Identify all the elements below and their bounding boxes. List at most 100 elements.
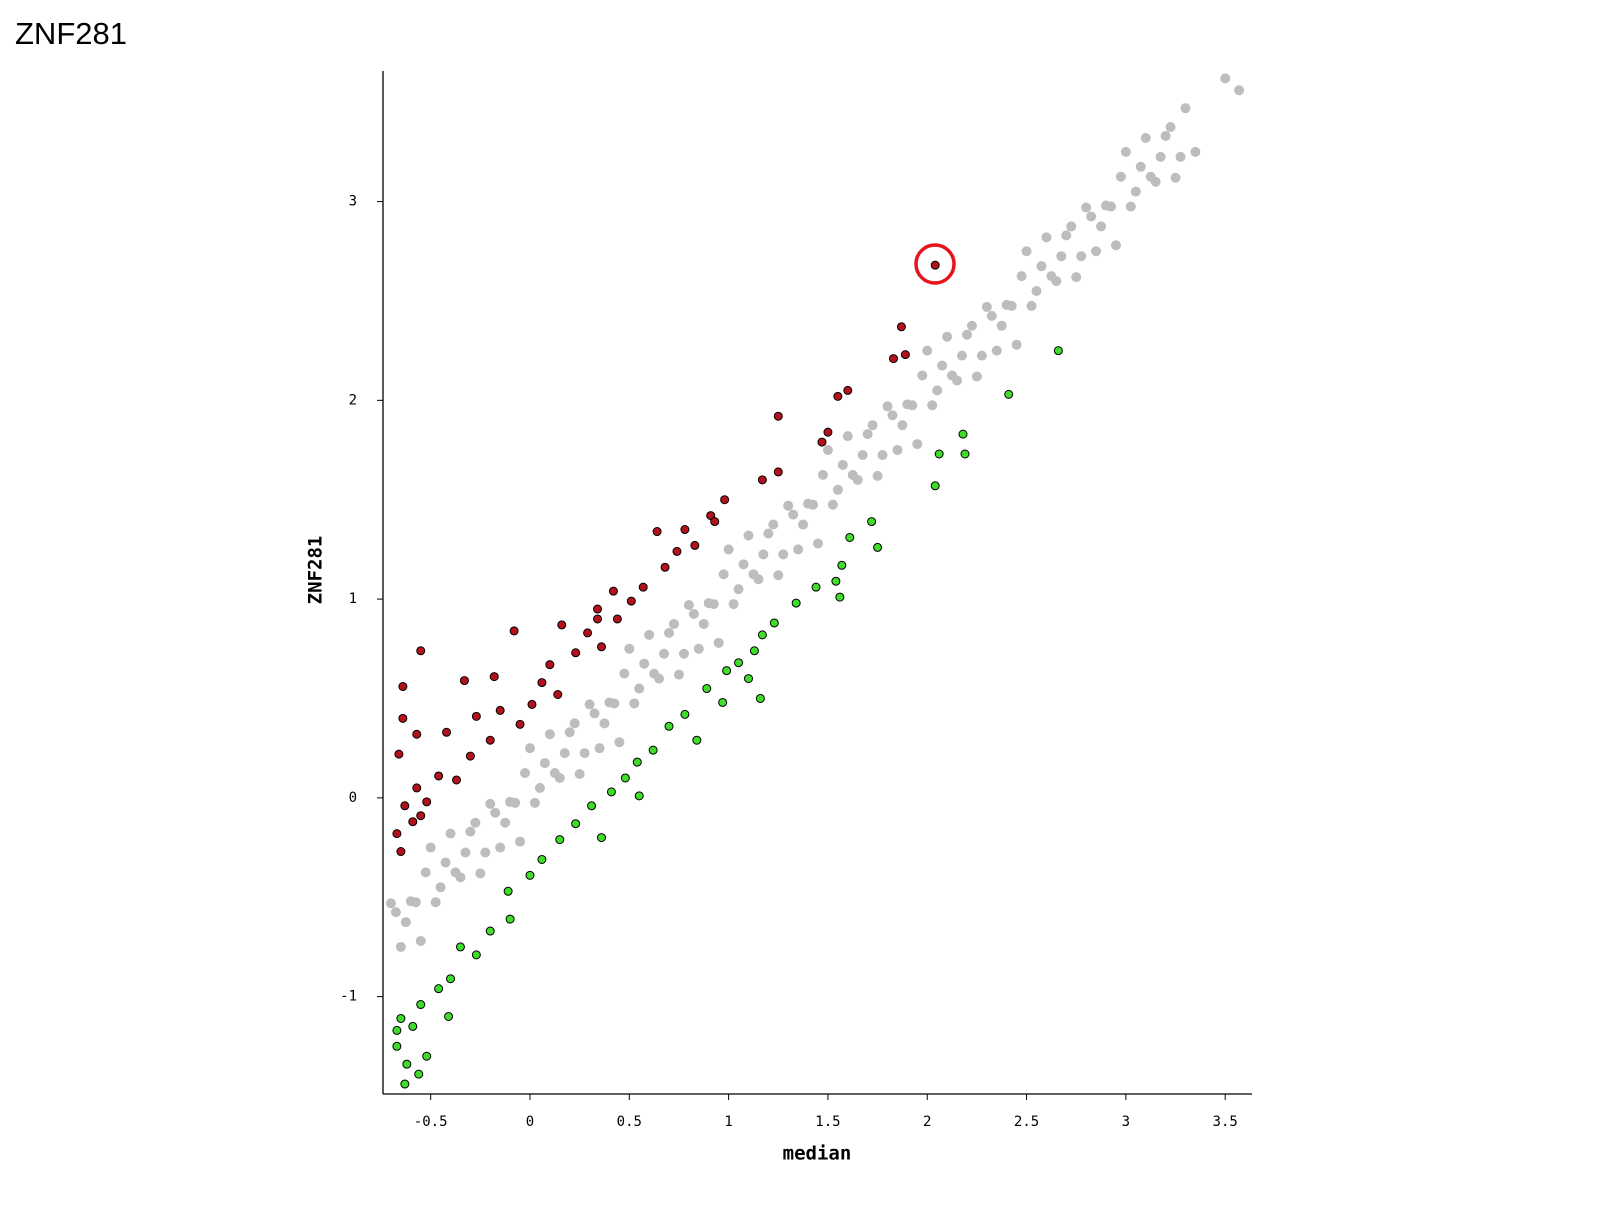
point [583, 628, 593, 638]
point [619, 668, 630, 679]
point [395, 941, 406, 952]
point [757, 475, 767, 485]
point [459, 676, 469, 686]
point [398, 713, 408, 723]
point [843, 385, 853, 395]
point [733, 584, 744, 595]
point [882, 401, 893, 412]
point [596, 642, 606, 652]
point [1071, 272, 1082, 283]
point [446, 974, 456, 984]
point [475, 868, 486, 879]
x-tick-label: 0.5 [617, 1114, 642, 1130]
point [596, 833, 606, 843]
point [485, 798, 496, 809]
x-tick-label: 3.5 [1213, 1114, 1238, 1130]
point [961, 329, 972, 340]
point [1056, 251, 1067, 262]
point [649, 668, 660, 679]
x-tick-label: 1 [724, 1114, 732, 1130]
point [688, 609, 699, 620]
point [593, 614, 603, 624]
point [718, 569, 729, 580]
point [471, 711, 481, 721]
point [710, 517, 720, 527]
point [571, 819, 581, 829]
x-axis-title: median [783, 1143, 852, 1165]
point [385, 898, 396, 909]
point [1110, 240, 1121, 251]
point [545, 660, 555, 670]
point [1016, 271, 1027, 282]
point [793, 544, 804, 555]
point [758, 549, 769, 560]
point [1140, 132, 1151, 143]
point [812, 538, 823, 549]
point [402, 1059, 412, 1069]
point [1026, 300, 1037, 311]
point [986, 310, 997, 321]
point [867, 420, 878, 431]
point [398, 682, 408, 692]
point [1125, 201, 1136, 212]
point [609, 698, 620, 709]
point [773, 411, 783, 421]
x-tick-label: 2.5 [1014, 1114, 1039, 1130]
point [817, 469, 828, 480]
point [390, 907, 401, 918]
point [873, 542, 883, 552]
point [1160, 130, 1171, 141]
highlight-circle [914, 243, 956, 285]
point [680, 525, 690, 535]
point [947, 370, 958, 381]
point [539, 758, 550, 769]
point [392, 1041, 402, 1051]
point [673, 669, 684, 680]
point [778, 549, 789, 560]
x-tick-label: 2 [923, 1114, 931, 1130]
point [634, 791, 644, 801]
point [862, 429, 873, 440]
point [555, 835, 565, 845]
point [396, 847, 406, 857]
point [1036, 261, 1047, 272]
point [897, 420, 908, 431]
point [1091, 246, 1102, 257]
point [445, 828, 456, 839]
plot-area [385, 73, 1245, 1089]
point [755, 693, 765, 703]
point [509, 626, 519, 636]
point [722, 666, 732, 676]
point [515, 836, 526, 847]
point [718, 697, 728, 707]
point [1220, 73, 1231, 84]
point [400, 801, 410, 811]
point [440, 857, 451, 868]
point [430, 897, 441, 908]
point [912, 439, 923, 450]
point [574, 769, 585, 780]
point [937, 360, 948, 371]
point [1004, 389, 1014, 399]
point [822, 445, 833, 456]
point [505, 914, 515, 924]
point [515, 719, 525, 729]
point [485, 735, 495, 745]
point [1165, 122, 1176, 133]
point [534, 782, 545, 793]
point [888, 354, 898, 364]
point [1175, 151, 1186, 162]
point [495, 842, 506, 853]
point [907, 400, 918, 411]
point [489, 672, 499, 682]
point [564, 727, 575, 738]
point [690, 540, 700, 550]
point [857, 449, 868, 460]
point [683, 600, 694, 611]
point [400, 1079, 410, 1089]
point [415, 935, 426, 946]
point [470, 817, 481, 828]
point [529, 797, 540, 808]
chart-title: ZNF281 [15, 16, 127, 51]
point [608, 586, 618, 596]
